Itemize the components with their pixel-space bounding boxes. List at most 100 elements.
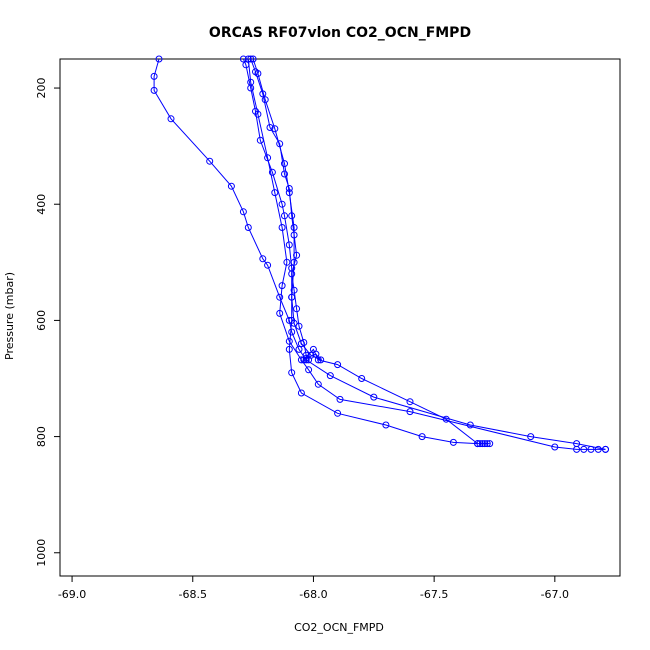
data-point [312,350,320,358]
data-point [249,55,257,63]
data-point [247,84,255,92]
data-point [247,55,255,63]
data-point [264,261,272,269]
profile-series-2 [244,55,609,453]
x-tick-label: -67.0 [541,588,569,601]
data-point [297,389,305,397]
data-point [252,107,259,115]
profile-series-1 [150,55,609,453]
data-point [326,372,334,380]
data-point [288,369,296,377]
data-point [551,443,559,451]
data-point [573,445,581,453]
data-point [290,258,298,266]
data-point [305,366,313,374]
y-axis-label: Pressure (mbar) [3,272,16,360]
data-point [266,124,274,131]
data-point [587,445,595,453]
data-point [382,421,390,429]
data-point [261,96,269,104]
data-point [278,224,286,231]
data-point [288,328,296,336]
data-point [442,415,450,423]
data-point [580,445,588,453]
data-point [476,440,484,448]
y-axis: 200 400 600 800 1000 [35,78,60,567]
x-tick-label: -68.5 [179,588,207,601]
data-point [281,212,288,220]
data-point [486,440,494,448]
y-tick-label: 600 [35,310,48,331]
data-point [527,433,535,441]
data-point [602,445,609,453]
y-tick-label: 200 [35,78,48,99]
data-point [478,440,486,448]
data-point [406,408,414,416]
data-point [242,61,250,69]
profile-series-5 [239,55,494,448]
data-point [290,286,298,294]
x-tick-label: -69.0 [58,588,86,601]
data-point [285,345,293,353]
data-point [334,361,342,369]
data-point [281,160,288,168]
data-series-layer [150,55,609,453]
data-point [474,440,482,448]
data-point [155,55,163,63]
data-point [481,440,489,448]
series-line [242,58,490,445]
x-axis: -69.0 -68.5 -68.0 -67.5 -67.0 [58,576,569,601]
data-point [290,224,298,231]
data-point [483,440,491,448]
data-point [336,395,344,403]
series-line [153,58,606,450]
data-point [466,421,474,429]
data-point [281,170,288,178]
y-tick-label: 800 [35,426,48,447]
series-line [247,58,606,450]
series-line [252,58,322,361]
data-point [302,354,310,362]
data-point [256,136,264,144]
data-point [334,409,342,417]
data-point [594,445,602,453]
data-point [244,224,252,231]
data-point [283,258,291,266]
data-point [418,433,426,441]
data-point [406,398,414,406]
series-line [303,348,478,444]
data-point [268,168,276,176]
chart-title: ORCAS RF07vlon CO2_OCN_FMPD [209,25,471,41]
data-point [276,309,284,317]
data-point [254,70,262,77]
data-point [317,356,325,364]
data-point [288,264,296,272]
data-point [293,305,301,313]
y-tick-label: 400 [35,194,48,215]
data-point [167,115,175,123]
x-tick-label: -67.5 [420,588,448,601]
data-point [314,380,322,388]
x-tick-label: -68.0 [299,588,327,601]
data-point [295,345,303,353]
data-point [239,208,247,216]
profile-series-6 [249,55,325,364]
data-point [227,182,235,190]
data-point [150,86,158,94]
data-point [290,319,298,327]
profile-series-4 [300,345,482,448]
data-point [150,72,158,80]
data-point [239,55,247,63]
data-point [259,255,267,263]
data-point [278,282,286,290]
data-point [288,293,296,301]
data-point [271,125,279,133]
data-point [297,340,305,348]
data-point [271,189,279,197]
x-axis-label: CO2_OCN_FMPD [294,621,384,634]
data-point [285,241,293,249]
data-point [370,393,378,401]
data-point [278,200,286,208]
plot-frame [59,58,621,577]
